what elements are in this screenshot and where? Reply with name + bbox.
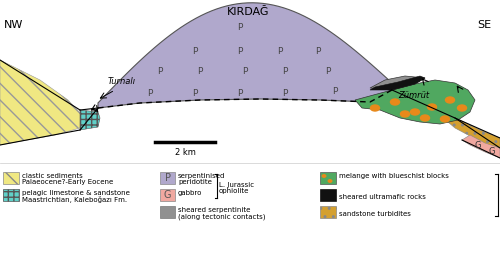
- Ellipse shape: [410, 109, 420, 115]
- Text: L. Jurassic: L. Jurassic: [219, 182, 254, 188]
- Text: serpentinised: serpentinised: [178, 173, 226, 179]
- FancyBboxPatch shape: [320, 172, 336, 184]
- Ellipse shape: [428, 104, 436, 110]
- Text: peridotite: peridotite: [178, 179, 212, 185]
- Text: sheared ultramafic rocks: sheared ultramafic rocks: [339, 194, 426, 200]
- Text: P: P: [316, 47, 320, 56]
- Polygon shape: [80, 110, 100, 130]
- Text: pelagic limestone & sandstone: pelagic limestone & sandstone: [22, 190, 130, 196]
- FancyBboxPatch shape: [160, 172, 175, 184]
- Text: P: P: [282, 88, 288, 98]
- Text: P: P: [332, 87, 338, 97]
- Text: P: P: [158, 68, 162, 76]
- Text: P: P: [164, 173, 170, 183]
- FancyBboxPatch shape: [320, 206, 336, 218]
- Text: G: G: [164, 190, 171, 200]
- Text: P: P: [278, 47, 282, 56]
- Text: Palaeocene?-Early Eocene: Palaeocene?-Early Eocene: [22, 179, 113, 185]
- Text: P: P: [198, 68, 202, 76]
- Text: P: P: [238, 24, 242, 33]
- Text: G: G: [489, 148, 495, 156]
- Text: P: P: [192, 88, 198, 98]
- Text: P: P: [192, 47, 198, 56]
- Polygon shape: [0, 60, 85, 145]
- Text: Turnalı: Turnalı: [108, 77, 136, 87]
- FancyBboxPatch shape: [320, 189, 336, 201]
- Polygon shape: [355, 80, 475, 124]
- Text: clastic sediments: clastic sediments: [22, 173, 83, 179]
- Ellipse shape: [400, 111, 409, 117]
- Text: melange with blueschist blocks: melange with blueschist blocks: [339, 173, 449, 179]
- Text: Zümrüt: Zümrüt: [398, 91, 429, 101]
- Ellipse shape: [322, 175, 326, 177]
- FancyBboxPatch shape: [160, 206, 175, 218]
- FancyBboxPatch shape: [160, 189, 175, 201]
- Text: P: P: [242, 68, 248, 76]
- Text: sheared serpentinite: sheared serpentinite: [178, 207, 250, 213]
- Text: G: G: [475, 140, 481, 150]
- Text: sandstone turbidites: sandstone turbidites: [339, 211, 411, 217]
- Text: NW: NW: [4, 20, 24, 30]
- Ellipse shape: [390, 99, 400, 105]
- Polygon shape: [98, 3, 392, 108]
- Ellipse shape: [370, 105, 380, 111]
- FancyBboxPatch shape: [3, 189, 19, 201]
- Text: gabbro: gabbro: [178, 190, 203, 196]
- Text: P: P: [238, 47, 242, 56]
- Ellipse shape: [446, 97, 454, 103]
- Text: Maastrichtian, Kaleboğazı Fm.: Maastrichtian, Kaleboğazı Fm.: [22, 196, 127, 203]
- Text: ophiolite: ophiolite: [219, 188, 250, 194]
- Ellipse shape: [420, 115, 430, 121]
- Text: P: P: [238, 88, 242, 98]
- Text: 2 km: 2 km: [174, 148, 196, 157]
- Ellipse shape: [440, 116, 450, 122]
- Text: P: P: [326, 68, 330, 76]
- Polygon shape: [370, 76, 425, 90]
- Ellipse shape: [458, 105, 466, 111]
- Text: Zümrüt
Metamorphics: Zümrüt Metamorphics: [499, 176, 500, 214]
- Text: P: P: [148, 88, 152, 98]
- Polygon shape: [448, 118, 500, 148]
- Polygon shape: [462, 135, 500, 158]
- Text: KIRDAĞ: KIRDAĞ: [227, 7, 269, 17]
- Ellipse shape: [328, 180, 332, 182]
- FancyBboxPatch shape: [3, 172, 19, 184]
- Text: (along tectonic contacts): (along tectonic contacts): [178, 213, 266, 219]
- Polygon shape: [370, 76, 425, 90]
- Text: SE: SE: [477, 20, 491, 30]
- Text: P: P: [282, 68, 288, 76]
